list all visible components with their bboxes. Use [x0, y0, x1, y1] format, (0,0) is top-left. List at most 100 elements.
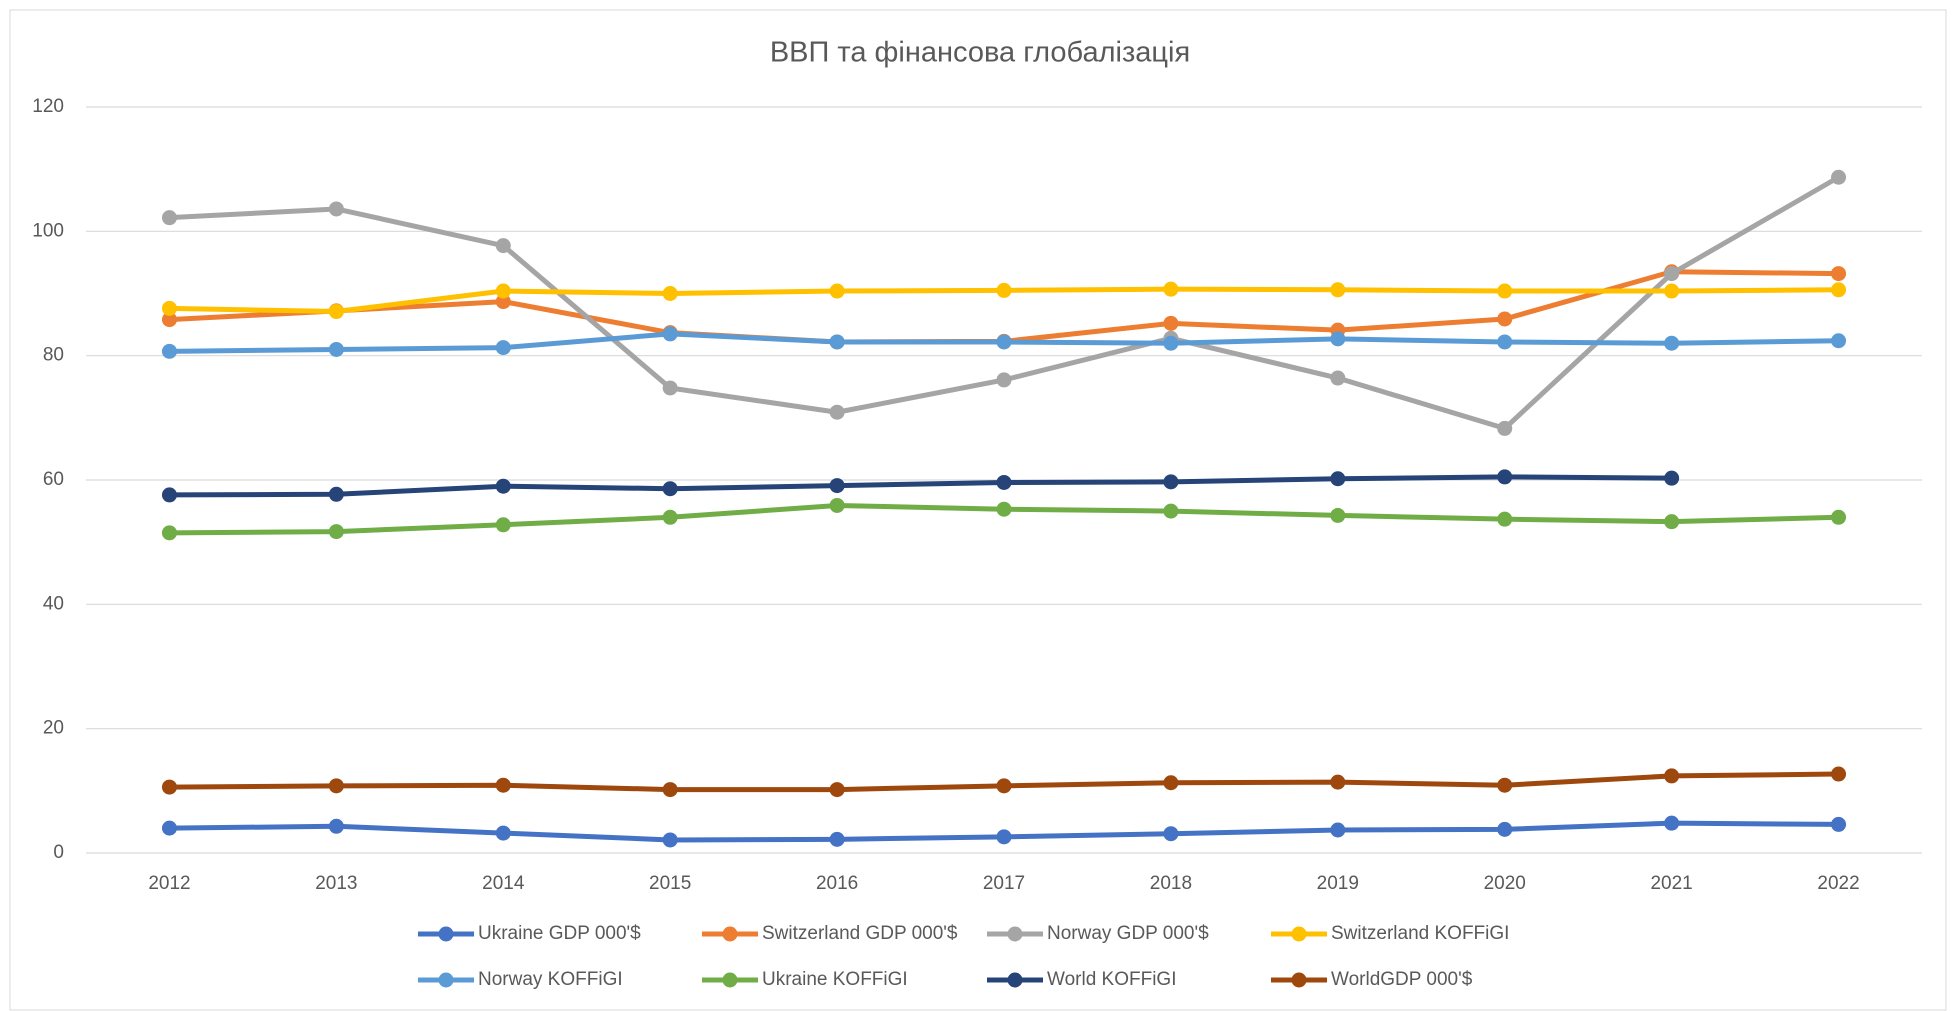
marker: [1831, 766, 1847, 782]
marker: [1664, 266, 1680, 282]
legend-marker: [722, 972, 738, 988]
marker: [1664, 768, 1680, 784]
marker: [1497, 511, 1513, 527]
y-tick-label: 60: [43, 469, 64, 490]
marker: [996, 829, 1012, 845]
x-tick-label: 2021: [1650, 873, 1692, 894]
marker: [495, 825, 511, 841]
marker: [328, 341, 344, 357]
legend-marker: [438, 926, 454, 942]
marker: [996, 501, 1012, 517]
marker: [1163, 335, 1179, 351]
marker: [1163, 826, 1179, 842]
marker: [1831, 816, 1847, 832]
marker: [662, 481, 678, 497]
marker: [829, 497, 845, 513]
legend-label: Norway KOFFiGI: [478, 969, 623, 990]
marker: [1163, 315, 1179, 331]
x-tick-label: 2015: [649, 873, 691, 894]
legend-label: WorldGDP 000'$: [1331, 969, 1473, 990]
legend-label: Ukraine KOFFiGI: [762, 969, 908, 990]
marker: [1831, 333, 1847, 349]
marker: [1497, 777, 1513, 793]
legend-marker: [438, 972, 454, 988]
marker: [829, 478, 845, 494]
marker: [662, 286, 678, 301]
marker: [662, 832, 678, 848]
marker: [1330, 282, 1346, 298]
marker: [996, 372, 1012, 388]
marker: [1163, 281, 1179, 297]
marker: [1330, 331, 1346, 347]
y-tick-label: 120: [32, 96, 64, 117]
marker: [829, 782, 845, 798]
marker: [1831, 266, 1847, 282]
y-tick-label: 100: [32, 220, 64, 241]
x-tick-label: 2020: [1484, 873, 1526, 894]
x-tick-label: 2022: [1817, 873, 1859, 894]
x-tick-label: 2012: [148, 873, 190, 894]
marker: [1664, 283, 1680, 299]
marker: [1330, 370, 1346, 386]
x-tick-label: 2014: [482, 873, 525, 894]
marker: [1330, 507, 1346, 523]
marker: [495, 478, 511, 494]
marker: [1664, 815, 1680, 831]
x-tick-label: 2017: [983, 873, 1025, 894]
marker: [1497, 469, 1513, 485]
marker: [1497, 334, 1513, 350]
series-line: [169, 474, 1672, 498]
marker: [996, 474, 1012, 490]
y-tick-label: 20: [43, 718, 64, 739]
legend-marker: [1291, 926, 1307, 942]
marker: [829, 334, 845, 350]
marker: [161, 525, 177, 541]
marker: [495, 283, 511, 299]
y-tick-label: 40: [43, 593, 64, 614]
marker: [1330, 774, 1346, 790]
marker: [1831, 169, 1847, 185]
marker: [328, 778, 344, 794]
marker: [161, 343, 177, 359]
marker: [829, 404, 845, 420]
chart-title: ВВП та фінансова глобалізація: [770, 37, 1190, 69]
y-tick-label: 80: [43, 345, 64, 366]
legend-marker: [722, 926, 738, 942]
marker: [328, 524, 344, 540]
marker: [1497, 420, 1513, 436]
marker: [161, 779, 177, 795]
marker: [1163, 775, 1179, 791]
marker: [1163, 503, 1179, 519]
legend-marker: [1007, 926, 1023, 942]
marker: [1664, 335, 1680, 351]
marker: [662, 380, 678, 396]
x-tick-label: 2019: [1317, 873, 1359, 894]
y-tick-label: 0: [53, 842, 64, 863]
x-tick-label: 2016: [816, 873, 858, 894]
marker: [1497, 283, 1513, 299]
marker: [328, 818, 344, 834]
marker: [829, 831, 845, 847]
marker: [1330, 822, 1346, 838]
marker: [996, 282, 1012, 298]
marker: [328, 201, 344, 217]
marker: [495, 294, 511, 310]
marker: [161, 312, 177, 328]
marker: [662, 782, 678, 798]
marker: [328, 486, 344, 502]
legend-marker: [1007, 972, 1023, 988]
marker: [495, 517, 511, 533]
marker: [1163, 474, 1179, 490]
marker: [495, 777, 511, 793]
marker: [1330, 471, 1346, 487]
marker: [1664, 514, 1680, 530]
marker: [1497, 311, 1513, 327]
marker: [161, 820, 177, 836]
marker: [1664, 470, 1680, 486]
legend-marker: [1291, 972, 1307, 988]
legend-label: World KOFFiGI: [1047, 969, 1177, 990]
x-tick-label: 2013: [315, 873, 357, 894]
marker: [1497, 821, 1513, 837]
